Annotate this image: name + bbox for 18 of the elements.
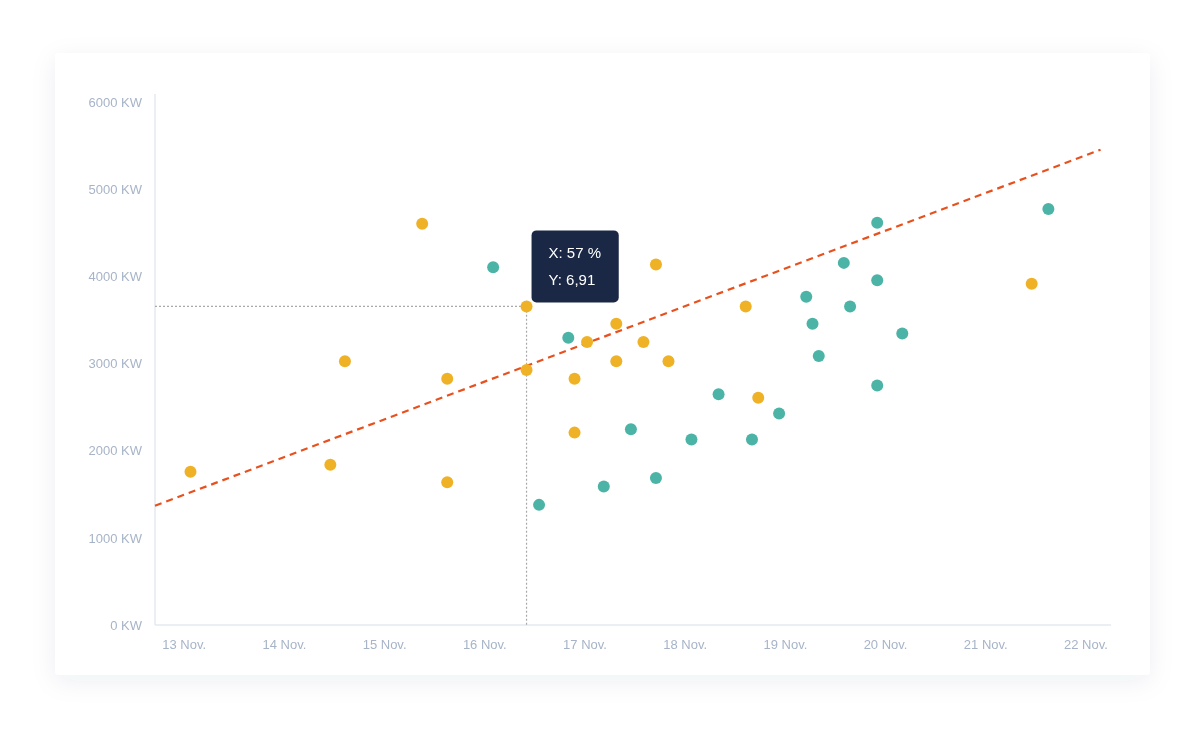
y-tick-label: 4000 KW	[88, 269, 143, 285]
y-tick-label: 6000 KW	[88, 95, 143, 111]
y-tick-label: 5000 KW	[88, 182, 143, 198]
x-tick-label: 13 Nov.	[162, 636, 207, 652]
x-tick-label: 20 Nov.	[863, 636, 908, 652]
y-tick-label: 2000 KW	[88, 443, 143, 459]
x-tick-label: 18 Nov.	[663, 636, 708, 652]
y-tick-label: 0 KW	[110, 617, 143, 633]
y-tick-label: 3000 KW	[88, 356, 143, 372]
x-tick-label: 21 Nov.	[963, 636, 1008, 652]
x-tick-label: 19 Nov.	[763, 636, 808, 652]
y-tick-label: 1000 KW	[88, 530, 143, 546]
x-tick-label: 14 Nov.	[262, 636, 307, 652]
x-tick-label: 22 Nov.	[1064, 636, 1108, 652]
x-tick-label: 15 Nov.	[362, 636, 407, 652]
x-tick-label: 17 Nov.	[563, 636, 607, 652]
annotation: X: 57 % Y: 6,91	[548, 244, 602, 289]
x-tick-label: 16 Nov.	[462, 636, 507, 652]
